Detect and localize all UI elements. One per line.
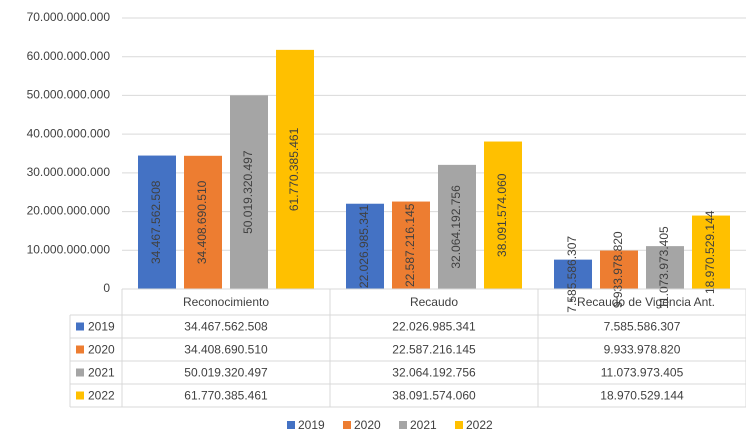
y-tick-label: 30.000.000.000 — [27, 165, 111, 179]
y-tick-label: 50.000.000.000 — [27, 88, 111, 102]
table-series-name: 2020 — [88, 343, 115, 357]
bar — [600, 250, 638, 289]
legend-key — [399, 421, 407, 429]
data-label: 32.064.192.756 — [449, 185, 463, 269]
table-cell: 7.585.586.307 — [604, 320, 681, 334]
table-cell: 34.467.562.508 — [184, 320, 268, 334]
bar — [438, 164, 476, 289]
bar — [646, 246, 684, 289]
table-cell: 50.019.320.497 — [184, 366, 268, 380]
data-label: 50.019.320.497 — [241, 150, 255, 234]
data-label: 11.073.973.405 — [657, 226, 671, 309]
bar — [392, 201, 430, 289]
legend-key — [287, 421, 295, 429]
bar — [138, 155, 176, 289]
data-label: 61.770.385.461 — [287, 127, 301, 211]
legend-key — [76, 345, 84, 354]
table-cell: 22.026.985.341 — [392, 320, 476, 334]
bar — [484, 141, 522, 289]
bar — [230, 95, 268, 289]
table-cell: 34.408.690.510 — [184, 343, 268, 357]
table-cell: 38.091.574.060 — [392, 389, 476, 403]
legend-key — [76, 368, 84, 377]
bar — [184, 155, 222, 289]
y-tick-label: 60.000.000.000 — [27, 49, 111, 63]
legend-label: 2021 — [410, 418, 437, 432]
legend-label: 2022 — [466, 418, 493, 432]
y-tick-label: 70.000.000.000 — [27, 10, 111, 24]
data-label: 22.026.985.341 — [357, 204, 371, 288]
table-cell: 9.933.978.820 — [604, 343, 681, 357]
bar — [276, 49, 314, 289]
table-series-name: 2021 — [88, 366, 115, 380]
legend-key — [455, 421, 463, 429]
data-label: 7.585.586.307 — [565, 236, 579, 313]
table-cell: 11.073.973.405 — [601, 366, 684, 380]
y-tick-label: 0 — [103, 281, 110, 295]
bar — [554, 259, 592, 289]
y-tick-label: 20.000.000.000 — [27, 204, 111, 218]
legend-label: 2019 — [298, 418, 325, 432]
x-tick-label: * Recaudo de Vigencia Ant. — [569, 295, 715, 309]
legend-label: 2020 — [354, 418, 381, 432]
table-cell: 22.587.216.145 — [392, 343, 476, 357]
table-cell: 18.970.529.144 — [600, 389, 684, 403]
table-cell: 61.770.385.461 — [184, 389, 268, 403]
y-tick-label: 40.000.000.000 — [27, 126, 111, 140]
legend-key — [76, 322, 84, 331]
x-tick-label: Reconocimiento — [183, 295, 269, 309]
data-label: 18.970.529.144 — [703, 210, 717, 294]
x-tick-label: Recaudo — [410, 295, 458, 309]
data-label: 34.408.690.510 — [195, 180, 209, 264]
bar — [346, 203, 384, 289]
data-label: 22.587.216.145 — [403, 203, 417, 287]
table-series-name: 2022 — [88, 389, 115, 403]
legend-key — [76, 391, 84, 400]
data-label: 34.467.562.508 — [149, 180, 163, 264]
legend-key — [343, 421, 351, 429]
table-cell: 32.064.192.756 — [392, 366, 476, 380]
data-label: 38.091.574.060 — [495, 173, 509, 257]
bar — [692, 215, 730, 289]
y-tick-label: 10.000.000.000 — [27, 242, 111, 256]
table-series-name: 2019 — [88, 320, 115, 334]
